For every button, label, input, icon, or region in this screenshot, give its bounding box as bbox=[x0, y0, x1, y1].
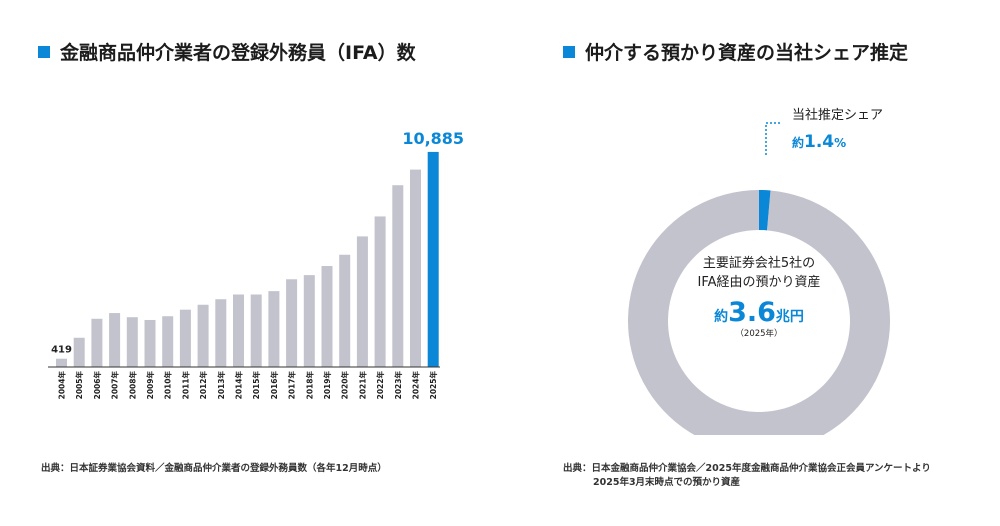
x-tick-label: 2009年 bbox=[145, 371, 155, 400]
x-tick-label: 2008年 bbox=[127, 371, 137, 400]
x-tick-label: 2017年 bbox=[287, 371, 297, 400]
bar-2022年 bbox=[374, 216, 386, 367]
x-tick-label: 2011年 bbox=[180, 371, 190, 400]
x-tick-label: 2014年 bbox=[234, 371, 244, 400]
donut-segment-other bbox=[628, 190, 890, 435]
center-note: （2025年） bbox=[735, 328, 782, 339]
x-tick-label: 2013年 bbox=[216, 371, 226, 400]
bar-2008年 bbox=[126, 317, 138, 367]
bar-2019年 bbox=[321, 266, 333, 367]
bar-2024年 bbox=[410, 169, 421, 367]
center-number: 3.6 bbox=[728, 297, 776, 328]
left-chart-title: 金融商品仲介業者の登録外務員（IFA）数 bbox=[38, 38, 416, 65]
x-tick-label: 2004年 bbox=[57, 371, 67, 400]
right-source-note: 出典：日本金融商品仲介業協会／2025年度金融商品仲介業協会正会員アンケートより… bbox=[563, 462, 931, 490]
bar-2005年 bbox=[73, 337, 85, 367]
right-source-line-1: 出典：日本金融商品仲介業協会／2025年度金融商品仲介業協会正会員アンケートより bbox=[563, 463, 931, 474]
right-chart-title-text: 仲介する預かり資産の当社シェア推定 bbox=[585, 42, 909, 64]
x-tick-label: 2023年 bbox=[393, 371, 403, 400]
title-square-icon bbox=[38, 45, 50, 58]
share-donut-chart: 当社推定シェア 約1.4% 主要証券会社5社の IFA経由の預かり資産 約3.6… bbox=[628, 107, 890, 435]
title-square-icon bbox=[563, 45, 575, 58]
data-label-2004年: 419 bbox=[51, 345, 72, 356]
x-tick-label: 2016年 bbox=[269, 371, 279, 400]
x-tick-label: 2018年 bbox=[304, 371, 314, 400]
x-tick-label: 2025年 bbox=[428, 371, 438, 400]
x-tick-label: 2019年 bbox=[322, 371, 332, 400]
center-value: 約3.6兆円 bbox=[714, 297, 804, 328]
x-tick-label: 2007年 bbox=[110, 371, 120, 400]
center-line-2: IFA経由の預かり資産 bbox=[697, 274, 820, 290]
share-number: 1.4 bbox=[804, 132, 834, 152]
share-value: 約1.4% bbox=[792, 132, 846, 152]
x-tick-label: 2022年 bbox=[375, 371, 385, 400]
bar-2021年 bbox=[356, 236, 368, 367]
x-tick-label: 2021年 bbox=[357, 371, 367, 400]
bar-2018年 bbox=[303, 275, 315, 367]
center-unit: 兆円 bbox=[776, 309, 804, 325]
donut-segment-share bbox=[759, 190, 771, 231]
bar-2014年 bbox=[233, 294, 244, 367]
bar-2017年 bbox=[286, 279, 298, 367]
bar-2007年 bbox=[109, 313, 121, 367]
share-prefix: 約 bbox=[792, 135, 804, 150]
bar-2013年 bbox=[215, 299, 227, 367]
share-label: 当社推定シェア bbox=[792, 107, 883, 123]
ifa-bar-chart: 2004年 2005年 2006年 2007年 2008年 2009年 2010年 2011年… bbox=[48, 129, 464, 400]
x-tick-label: 2006年 bbox=[92, 371, 102, 400]
bar-2012年 bbox=[197, 304, 209, 367]
left-chart-title-text: 金融商品仲介業者の登録外務員（IFA）数 bbox=[60, 42, 416, 64]
x-tick-label: 2024年 bbox=[411, 371, 421, 400]
bar-2016年 bbox=[268, 291, 280, 367]
center-prefix: 約 bbox=[714, 308, 728, 325]
bar-2023年 bbox=[392, 185, 404, 367]
bar-2011年 bbox=[179, 309, 191, 367]
x-tick-label: 2010年 bbox=[163, 371, 173, 400]
bar-2010年 bbox=[162, 316, 174, 367]
right-source-line-2: 2025年3月末時点での預かり資産 bbox=[593, 477, 741, 488]
share-unit: % bbox=[834, 136, 846, 150]
x-tick-label: 2020年 bbox=[340, 371, 350, 400]
left-source-note: 出典：日本証券業協会資料／金融商品仲介業者の登録外務員数（各年12月時点） bbox=[41, 462, 387, 476]
bar-2006年 bbox=[91, 318, 103, 367]
left-source-text: 出典：日本証券業協会資料／金融商品仲介業者の登録外務員数（各年12月時点） bbox=[41, 463, 387, 474]
bar-2025年 bbox=[427, 151, 439, 367]
bar-2009年 bbox=[144, 319, 156, 367]
bar-2004年 bbox=[56, 358, 67, 367]
data-label-2025年: 10,885 bbox=[402, 129, 464, 148]
bar-2020年 bbox=[339, 254, 351, 367]
x-tick-label: 2015年 bbox=[251, 371, 261, 400]
right-chart-title: 仲介する預かり資産の当社シェア推定 bbox=[563, 38, 908, 65]
x-tick-label: 2012年 bbox=[198, 371, 208, 400]
x-tick-label: 2005年 bbox=[74, 371, 84, 400]
bar-2015年 bbox=[250, 294, 262, 367]
center-line-1: 主要証券会社5社の bbox=[703, 255, 815, 271]
